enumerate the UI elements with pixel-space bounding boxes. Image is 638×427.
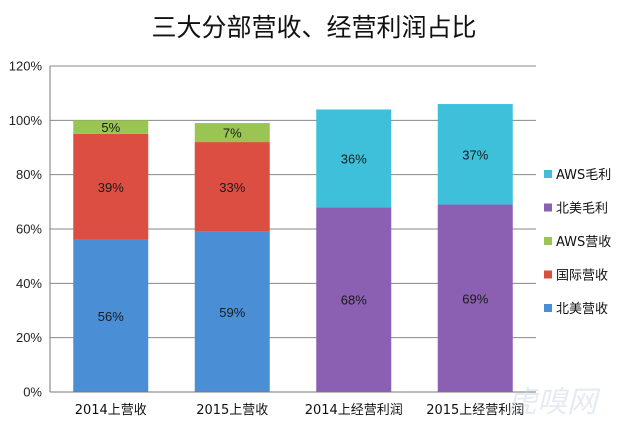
data-label: 59% (219, 305, 245, 320)
x-tick-label: 2014上经营利润 (305, 403, 403, 418)
y-tick-label: 40% (16, 276, 42, 291)
bar-segment (194, 231, 270, 392)
legend-label: 国际营收 (556, 269, 608, 284)
x-tick-label: 2014上营收 (75, 403, 147, 418)
x-tick-label: 2015上营收 (196, 403, 268, 418)
bar-segment (437, 104, 513, 205)
y-tick-label: 80% (16, 167, 42, 182)
x-tick-label: 2015上经营利润 (426, 403, 524, 418)
bars: 56% 39% 5% 59% 33% 7% 68% 36% 69% 37% (73, 104, 513, 392)
y-tick-label: 120% (9, 59, 43, 74)
legend-swatch (544, 170, 552, 178)
chart-title: 三大分部营收、经营利润占比 (151, 13, 476, 42)
legend-swatch (544, 203, 552, 212)
bar-segment (194, 142, 270, 232)
bar-segment (316, 207, 392, 392)
legend-swatch (544, 270, 552, 279)
y-tick-label: 100% (9, 113, 43, 128)
legend-label: AWS营收 (556, 235, 611, 250)
data-label: 37% (462, 147, 488, 162)
bar-segment (73, 239, 149, 392)
data-label: 7% (223, 126, 242, 141)
data-label: 68% (341, 293, 367, 308)
legend-label: 北美营收 (556, 302, 608, 317)
y-tick-label: 0% (23, 385, 42, 400)
bar-segment (73, 120, 149, 134)
x-axis: 2014上营收 2015上营收 2014上经营利润 2015上经营利润 (50, 391, 536, 418)
legend-swatch (544, 237, 552, 245)
legend-label: AWS毛利 (556, 168, 611, 183)
data-label: 56% (98, 309, 124, 324)
bar-segment (316, 109, 392, 208)
legend-label: 北美毛利 (556, 202, 608, 217)
watermark-text: 虎嗅网 (507, 385, 601, 420)
bar-segment (437, 204, 513, 392)
y-tick-label: 60% (16, 222, 42, 237)
y-axis: 0% 20% 40% 60% 80% 100% 120% (9, 59, 51, 400)
data-label: 5% (101, 120, 120, 135)
data-label: 36% (341, 151, 367, 166)
y-tick-label: 20% (16, 330, 42, 345)
data-label: 39% (98, 180, 124, 195)
data-label: 69% (462, 291, 488, 306)
legend-swatch (544, 304, 552, 312)
bar-segment (194, 123, 270, 143)
data-label: 33% (219, 180, 245, 195)
bar-segment (73, 133, 149, 240)
